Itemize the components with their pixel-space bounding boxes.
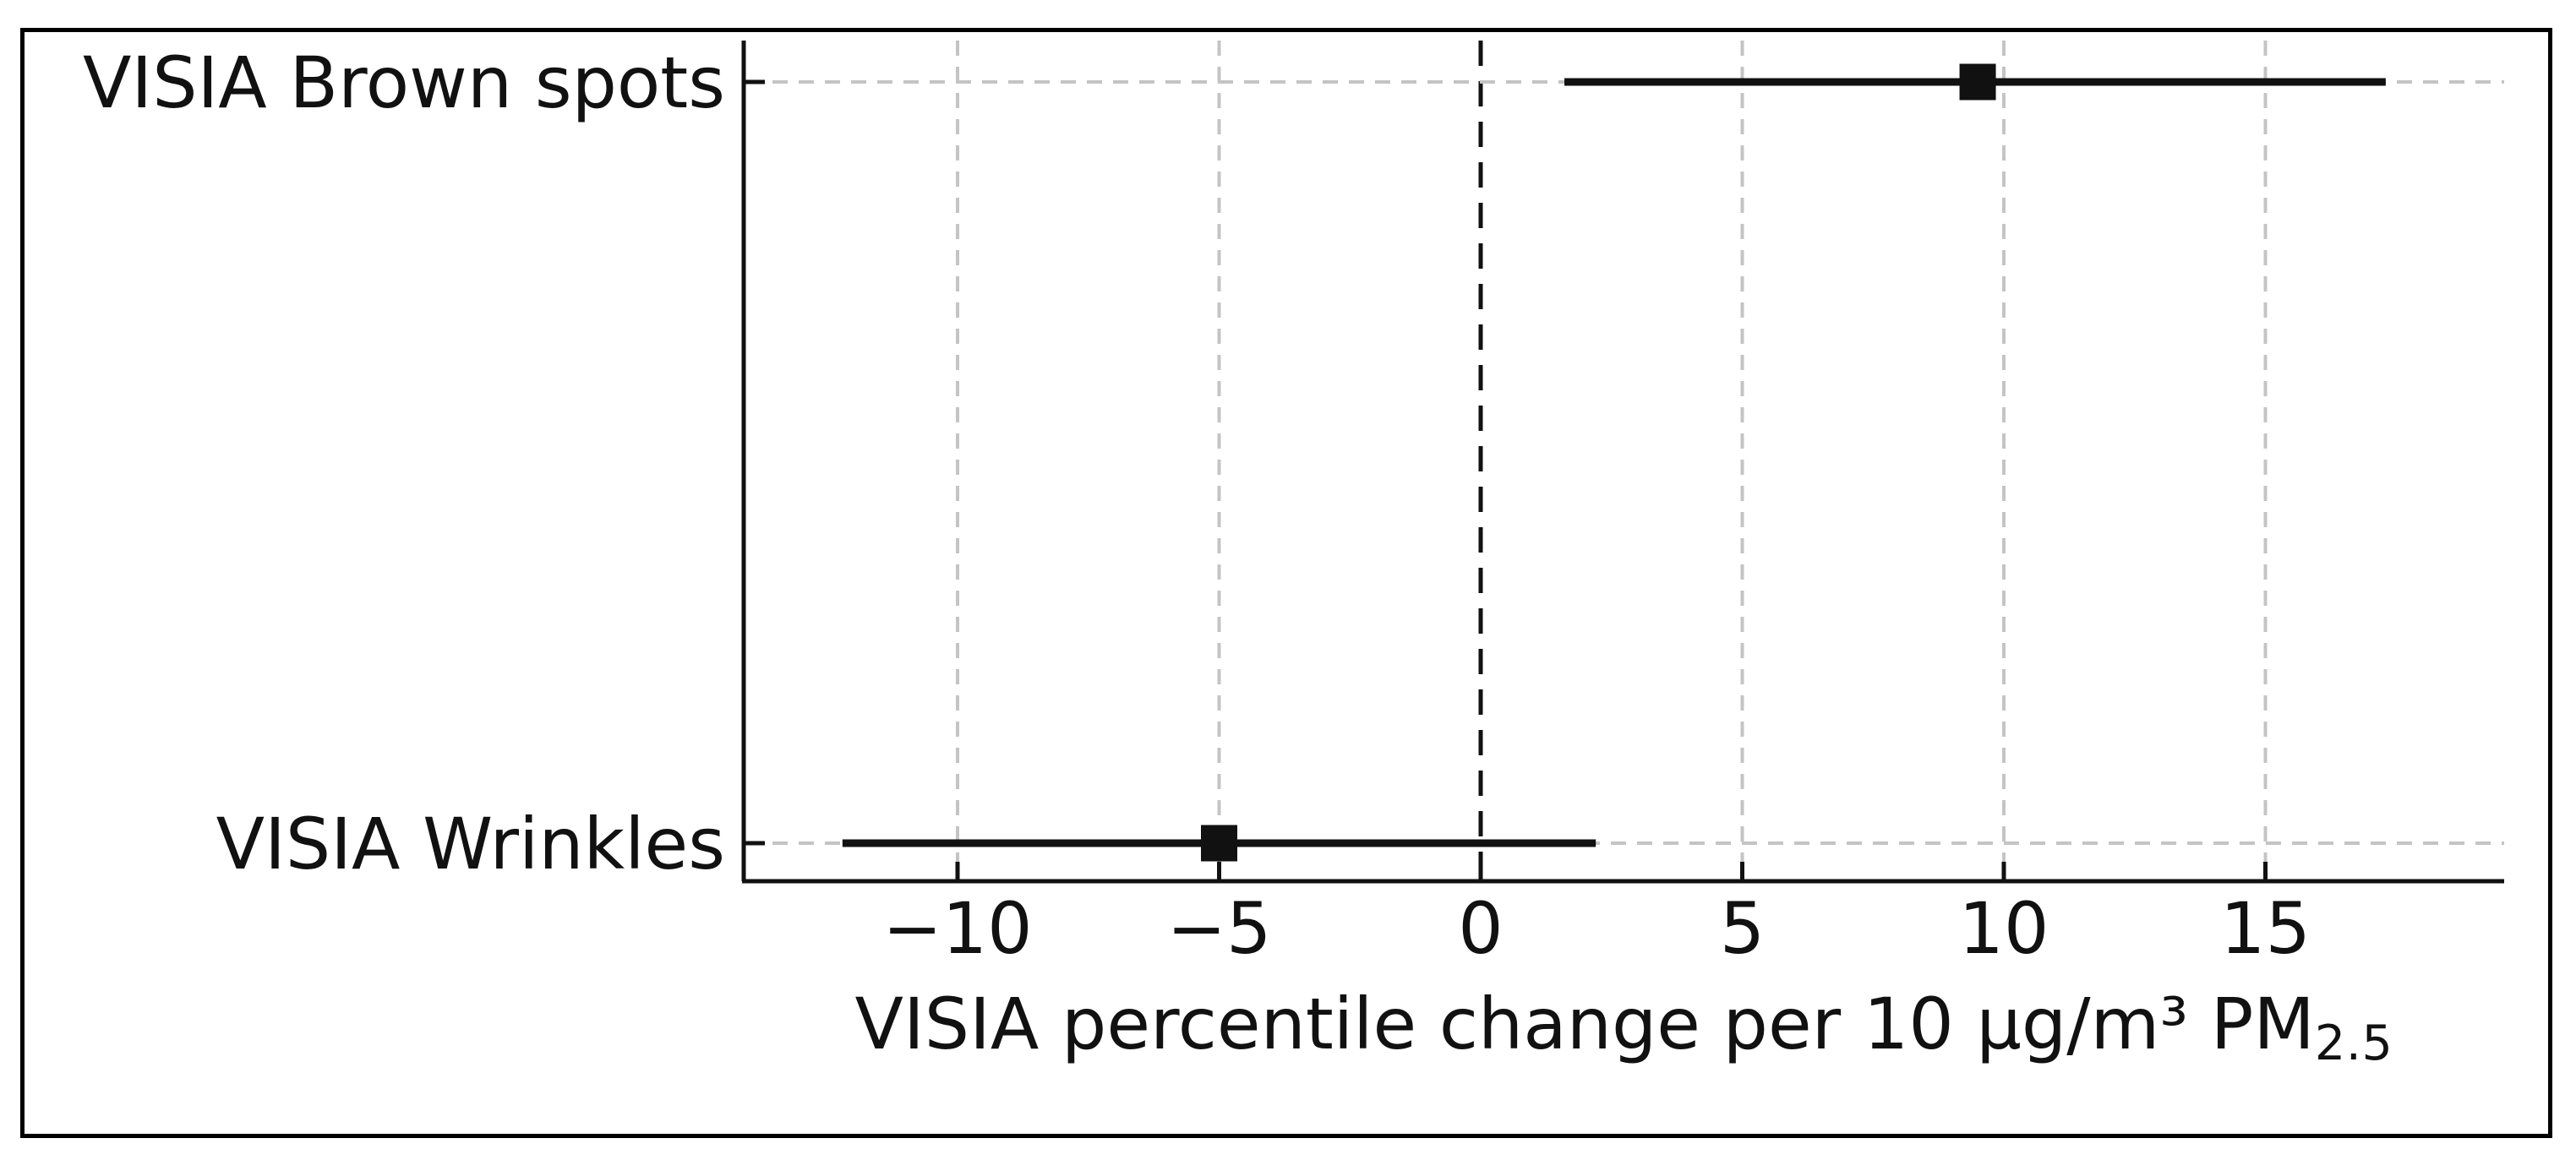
estimate-marker: [1959, 63, 1996, 101]
figure-border: [20, 28, 2552, 1138]
x-tick-label: −5: [1167, 887, 1272, 970]
x-tick-label: 15: [2220, 887, 2311, 970]
x-axis-title-main: VISIA percentile change per 10 μg/m³ PM: [854, 983, 2315, 1065]
row-label: VISIA Brown spots: [83, 41, 725, 124]
x-axis-title-subscript: 2.5: [2314, 1015, 2393, 1071]
x-axis-title: VISIA percentile change per 10 μg/m³ PM2…: [744, 983, 2504, 1071]
x-tick-label: 10: [1959, 887, 2049, 970]
x-tick-label: −10: [882, 887, 1032, 970]
x-tick-label: 5: [1720, 887, 1765, 970]
x-tick-label: 0: [1458, 887, 1503, 970]
row-label: VISIA Wrinkles: [216, 803, 725, 885]
estimate-marker: [1201, 825, 1237, 862]
